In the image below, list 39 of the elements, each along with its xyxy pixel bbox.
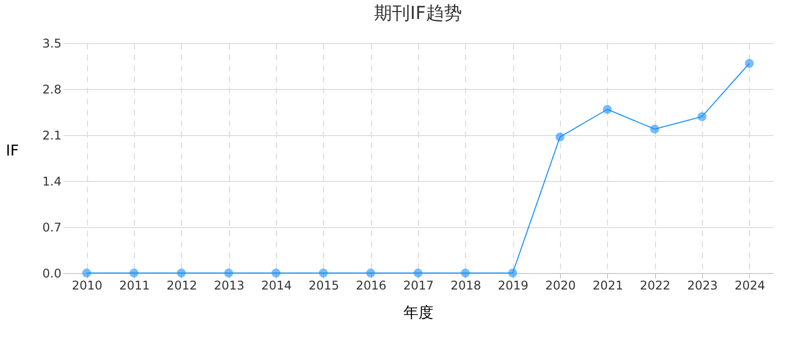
point	[272, 268, 280, 278]
point	[508, 268, 518, 278]
x-tick-label: 2010	[72, 278, 102, 292]
x-tick-label: 2018	[450, 278, 482, 292]
y-tick-label: 3.5	[42, 36, 62, 50]
y-tick-label: 0.0	[42, 266, 62, 280]
x-axis-title: 年度	[404, 304, 434, 322]
x-tick-label: 2013	[214, 278, 244, 292]
point	[414, 268, 422, 278]
point	[318, 268, 328, 278]
x-tick-label: 2020	[545, 278, 576, 292]
point	[366, 268, 376, 278]
point	[224, 268, 234, 278]
x-tick-label: 2015	[308, 278, 340, 292]
point	[698, 112, 706, 122]
point	[460, 268, 470, 278]
x-tick-label: 2023	[687, 278, 718, 292]
y-tick-label: 2.1	[42, 128, 62, 142]
point	[130, 268, 138, 278]
y-tick-label: 0.7	[42, 220, 62, 234]
x-tick-label: 2024	[734, 278, 766, 292]
x-tick-label: 2022	[640, 278, 670, 292]
point	[82, 268, 92, 278]
x-tick-label: 2021	[592, 278, 624, 292]
x-tick-label: 2011	[119, 278, 150, 292]
y-tick-label: 2.8	[42, 82, 62, 96]
y-tick-label: 1.4	[42, 174, 62, 188]
x-tick-label: 2017	[403, 278, 434, 292]
y-axis-title: IF	[6, 142, 19, 160]
x-tick-label: 2014	[261, 278, 292, 292]
point	[602, 104, 612, 114]
point	[176, 268, 186, 278]
point	[556, 132, 564, 142]
point	[744, 58, 754, 68]
x-tick-label: 2019	[498, 278, 528, 292]
x-tick-label: 2012	[166, 278, 198, 292]
x-tick-label: 2016	[356, 278, 386, 292]
chart-title: 期刊IF趋势	[374, 3, 462, 24]
point	[650, 124, 660, 134]
